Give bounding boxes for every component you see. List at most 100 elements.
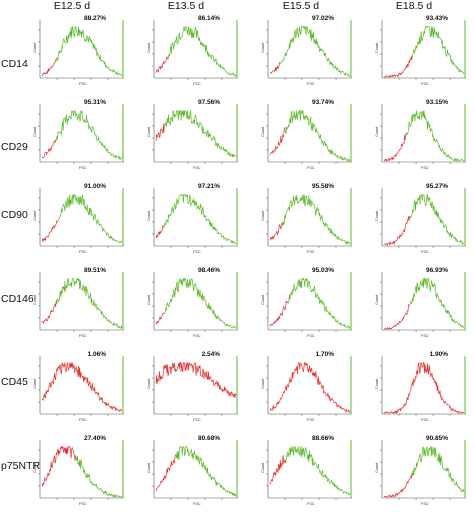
x-axis-label: FSC [193, 502, 201, 506]
histogram-negative-trace [155, 361, 237, 398]
y-axis-label: Count [375, 378, 379, 389]
percent-label: 90.85% [426, 435, 448, 442]
y-axis-label: Count [375, 294, 379, 305]
y-axis-label: Count [261, 378, 265, 389]
x-axis-label: FSC [79, 334, 87, 338]
percent-label: 98.46% [198, 267, 220, 274]
histogram-positive-trace [409, 193, 465, 246]
histogram-panel-cd29-e15-5-d: Count FSC 93.74% [261, 99, 352, 170]
histogram-panel-cd29-e13-5-d: Count FSC 97.56% [147, 99, 238, 170]
y-axis-label: Count [33, 210, 37, 221]
x-axis-label: FSC [193, 82, 201, 86]
percent-label: 95.03% [312, 267, 334, 274]
percent-label: 1.06% [88, 351, 107, 358]
x-axis-label: FSC [79, 418, 87, 422]
histogram-panel-p75ntr-e13-5-d: Count FSC 80.68% [147, 435, 238, 506]
histogram-positive-trace [163, 194, 236, 244]
y-axis-label: Count [261, 42, 265, 53]
histogram-negative-trace [155, 454, 176, 492]
histogram-positive-trace [163, 109, 237, 158]
percent-label: 1.90% [430, 351, 449, 358]
y-axis-label: Count [147, 210, 151, 221]
row-label-cd90: CD90 [1, 209, 28, 221]
histogram-negative-trace [384, 56, 413, 78]
x-axis-label: FSC [421, 418, 429, 422]
percent-label: 97.56% [198, 99, 220, 106]
histogram-positive-trace [55, 277, 123, 329]
y-axis-label: Count [375, 126, 379, 137]
percent-label: 95.31% [84, 99, 106, 106]
histogram-negative-trace [155, 123, 165, 141]
column-header-e15-5: E15.5 d [282, 0, 320, 12]
x-axis-label: FSC [193, 166, 201, 170]
x-axis-label: FSC [421, 166, 429, 170]
x-axis-label: FSC [193, 418, 201, 422]
y-axis-label: Count [33, 378, 37, 389]
percent-label: 88.66% [312, 435, 334, 442]
histogram-positive-trace [55, 25, 123, 77]
percent-label: 1.70% [316, 351, 335, 358]
y-axis-label: Count [147, 42, 151, 53]
histogram-positive-trace [285, 446, 351, 497]
histogram-negative-trace [155, 225, 165, 239]
y-axis-label: Count [261, 210, 265, 221]
histogram-panel-cd90-e13-5-d: Count FSC 97.21% [147, 183, 238, 254]
histogram-positive-trace [405, 110, 465, 162]
x-axis-label: FSC [307, 166, 315, 170]
histogram-negative-trace [41, 219, 59, 242]
y-axis-label: Count [147, 126, 151, 137]
histogram-panel-cd29-e18-5-d: Count FSC 93.15% [375, 99, 466, 170]
y-axis-label: Count [261, 294, 265, 305]
y-axis-label: Count [33, 126, 37, 137]
histogram-panel-cd90-e15-5-d: Count FSC 95.58% [261, 183, 352, 254]
percent-label: 93.15% [426, 99, 448, 106]
x-axis-label: FSC [307, 502, 315, 506]
percent-label: 93.43% [426, 15, 448, 22]
percent-label: 97.21% [198, 183, 220, 190]
percent-label: 2.54% [202, 351, 221, 358]
histogram-panel-cd146-e13-5-d: Count FSC 98.46% [147, 267, 238, 338]
histogram-panel-cd14-e12-5-d: Count FSC 88.27% [33, 15, 124, 86]
column-header-e13-5: E13.5 d [167, 0, 205, 12]
histogram-panel-cd14-e13-5-d: Count FSC 86.14% [147, 15, 238, 86]
percent-label: 95.58% [312, 183, 334, 190]
x-axis-label: FSC [421, 502, 429, 506]
histogram-negative-trace [383, 472, 413, 498]
histogram-panel-p75ntr-e18-5-d: Count FSC 90.85% [375, 435, 466, 506]
histogram-negative-trace [41, 445, 77, 487]
histogram-panel-cd45-e18-5-d: Count FSC 1.90% [375, 351, 466, 422]
histogram-panel-cd146-e12-5-d: Count FSC 89.51% [33, 267, 124, 338]
percent-label: 95.27% [426, 183, 448, 190]
histogram-negative-trace [383, 362, 465, 415]
histogram-panel-cd14-e15-5-d: Count FSC 97.02% [261, 15, 352, 86]
row-label-cd29: CD29 [1, 141, 28, 153]
histogram-negative-trace [41, 60, 57, 77]
histogram-positive-trace [168, 25, 237, 77]
percent-label: 89.51% [84, 267, 106, 274]
histogram-positive-trace [411, 26, 465, 74]
y-axis-label: Count [375, 462, 379, 473]
percent-label: 93.74% [312, 99, 334, 106]
histogram-positive-trace [409, 278, 465, 328]
histogram-positive-trace [283, 109, 351, 162]
histogram-positive-trace [75, 455, 123, 498]
percent-label: 88.27% [84, 15, 106, 22]
histogram-positive-trace [163, 277, 237, 329]
histogram-positive-trace [281, 194, 351, 246]
x-axis-label: FSC [193, 334, 201, 338]
histogram-positive-trace [287, 277, 351, 329]
histogram-positive-trace [411, 445, 465, 493]
histogram-positive-trace [280, 26, 351, 78]
x-axis-label: FSC [79, 250, 87, 254]
x-axis-label: FSC [79, 502, 87, 506]
y-axis-label: Count [375, 42, 379, 53]
y-axis-label: Count [33, 42, 37, 53]
y-axis-label: Count [33, 462, 37, 473]
histogram-panel-p75ntr-e15-5-d: Count FSC 88.66% [261, 435, 352, 506]
histogram-negative-trace [269, 128, 285, 156]
row-label-cd146: CD146 [1, 293, 34, 305]
histogram-negative-trace [41, 299, 57, 324]
histogram-negative-trace [269, 299, 288, 327]
histogram-negative-trace [383, 215, 411, 246]
